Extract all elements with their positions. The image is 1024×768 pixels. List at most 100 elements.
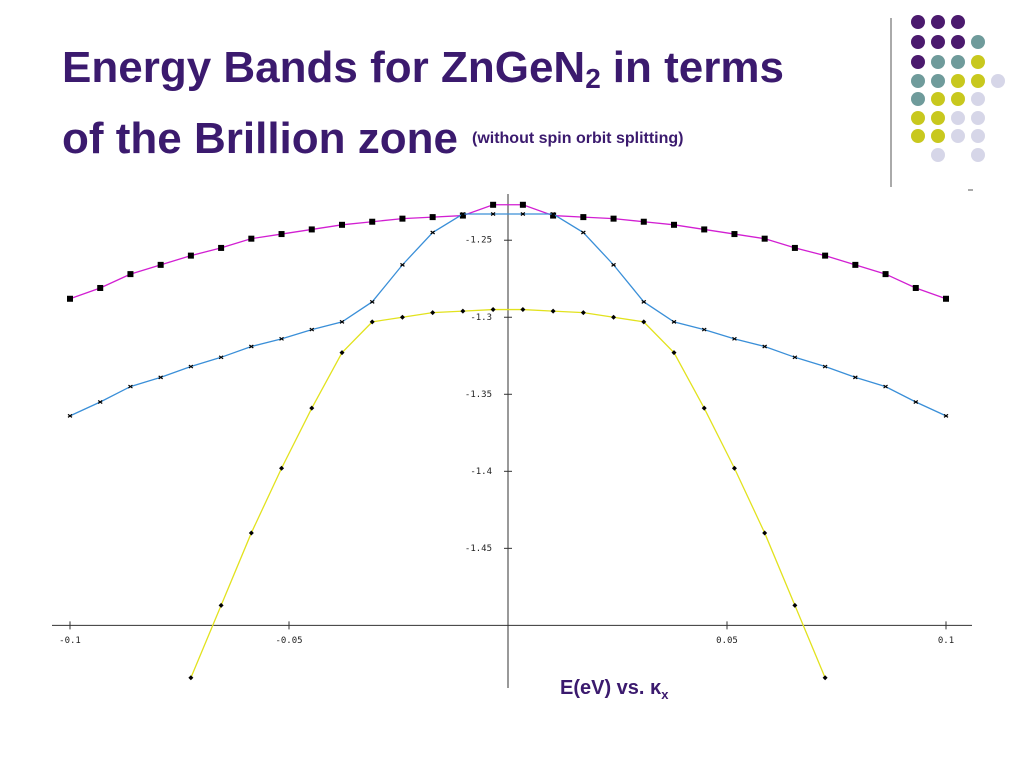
marker bbox=[882, 271, 889, 278]
dot bbox=[931, 74, 945, 88]
dot bbox=[911, 129, 925, 143]
y-tick-label: -1.35 bbox=[465, 390, 492, 400]
decoration bbox=[890, 15, 1005, 191]
marker bbox=[792, 355, 798, 360]
marker bbox=[399, 314, 405, 320]
marker bbox=[339, 350, 345, 356]
title-text: Energy Bands for ZnGeN bbox=[62, 43, 586, 92]
marker bbox=[520, 307, 526, 313]
marker bbox=[279, 465, 285, 471]
marker bbox=[157, 261, 164, 268]
marker bbox=[278, 231, 285, 238]
marker bbox=[128, 384, 133, 389]
title: Energy Bands for ZnGeN2 in terms of the B… bbox=[62, 38, 784, 169]
dot bbox=[931, 55, 945, 69]
dot bbox=[911, 111, 925, 125]
marker bbox=[309, 405, 315, 411]
dot bbox=[931, 111, 945, 125]
marker bbox=[943, 413, 949, 418]
band-line bbox=[69, 204, 947, 300]
marker bbox=[852, 375, 858, 380]
marker bbox=[731, 231, 738, 238]
band-line bbox=[190, 308, 826, 679]
marker bbox=[308, 226, 315, 233]
dot bbox=[991, 74, 1005, 88]
dot bbox=[971, 111, 985, 125]
dot bbox=[931, 148, 945, 162]
marker bbox=[339, 319, 345, 324]
marker bbox=[611, 314, 617, 320]
dot-grid bbox=[911, 15, 1005, 162]
marker bbox=[400, 262, 405, 267]
marker bbox=[369, 299, 375, 304]
marker bbox=[279, 336, 284, 341]
dot bbox=[911, 74, 925, 88]
marker bbox=[550, 212, 557, 219]
marker bbox=[792, 602, 798, 608]
y-tick-label: -1.3 bbox=[470, 313, 492, 323]
dot bbox=[951, 35, 965, 49]
title-line: of the Brillion zone (without spin orbit … bbox=[62, 109, 784, 169]
marker bbox=[580, 230, 586, 235]
marker bbox=[369, 319, 375, 325]
x-tick-label: -0.05 bbox=[275, 636, 302, 646]
marker bbox=[791, 244, 798, 251]
title-text: in terms bbox=[612, 43, 784, 92]
y-tick-label: -1.4 bbox=[470, 467, 492, 477]
marker bbox=[490, 307, 496, 313]
marker bbox=[640, 218, 647, 225]
marker bbox=[218, 244, 225, 251]
marker bbox=[762, 530, 768, 536]
marker bbox=[97, 284, 104, 291]
marker bbox=[550, 212, 556, 217]
title-line: Energy Bands for ZnGeN2 in terms bbox=[62, 38, 784, 109]
dot bbox=[951, 74, 965, 88]
marker bbox=[822, 675, 828, 681]
marker bbox=[943, 295, 949, 302]
dot bbox=[931, 15, 945, 29]
dot bbox=[971, 148, 985, 162]
marker bbox=[671, 350, 677, 356]
marker bbox=[188, 675, 194, 681]
marker bbox=[459, 212, 466, 219]
plot: -0.1 -0.05 0.05 0.1 -1.25 -1.3 -1.35 -1.4 -1.45 bbox=[52, 194, 972, 688]
dot bbox=[951, 92, 965, 106]
marker bbox=[460, 308, 466, 314]
marker bbox=[248, 235, 255, 242]
band-line bbox=[69, 213, 947, 417]
dot bbox=[931, 35, 945, 49]
marker bbox=[248, 530, 254, 536]
marker bbox=[550, 308, 556, 314]
dot bbox=[911, 35, 925, 49]
caption-subscript: x bbox=[661, 687, 669, 702]
marker bbox=[67, 413, 73, 418]
marker bbox=[611, 262, 616, 267]
x-tick-label: 0.05 bbox=[716, 636, 738, 646]
dot bbox=[971, 129, 985, 143]
marker bbox=[883, 384, 888, 389]
dot bbox=[931, 92, 945, 106]
marker bbox=[399, 215, 406, 222]
dot bbox=[951, 129, 965, 143]
marker bbox=[822, 364, 828, 369]
marker bbox=[913, 400, 919, 404]
marker bbox=[338, 221, 345, 228]
y-tick-label: -1.45 bbox=[465, 544, 492, 554]
marker bbox=[641, 319, 647, 325]
marker bbox=[188, 364, 194, 369]
marker bbox=[309, 327, 315, 332]
marker bbox=[218, 355, 224, 360]
marker bbox=[671, 221, 678, 228]
dot bbox=[951, 55, 965, 69]
marker bbox=[430, 310, 436, 316]
dot bbox=[911, 92, 925, 106]
dot bbox=[911, 55, 925, 69]
dot bbox=[931, 129, 945, 143]
marker bbox=[701, 405, 707, 411]
marker bbox=[641, 299, 647, 304]
y-tick-label: -1.25 bbox=[465, 236, 492, 246]
marker bbox=[369, 218, 376, 225]
marker bbox=[429, 214, 436, 221]
